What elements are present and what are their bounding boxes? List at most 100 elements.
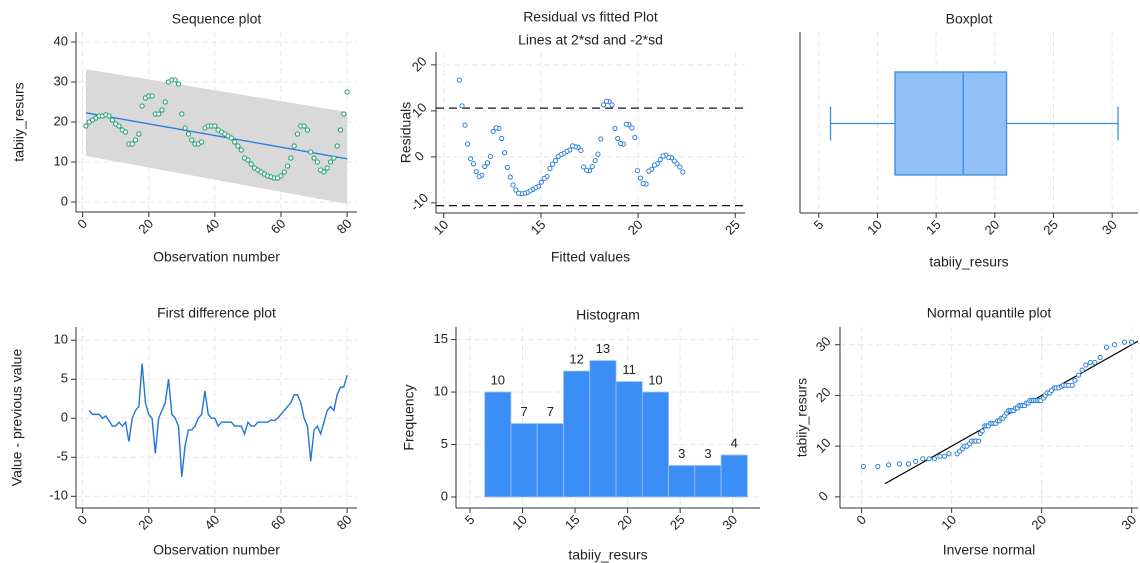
data-label: 13 (596, 341, 610, 356)
point (308, 149, 314, 155)
chart-subtitle: Lines at 2*sd and -2*sd (518, 32, 663, 48)
point (595, 151, 601, 157)
bar (563, 370, 591, 498)
y-tick-label: 0 (411, 148, 427, 164)
point (1079, 367, 1085, 373)
point (1097, 354, 1103, 361)
y-tick-label: 10 (54, 332, 68, 347)
data-label: 11 (622, 362, 636, 377)
y-tick-label: 0 (61, 410, 68, 425)
x-tick-label: 60 (268, 216, 289, 237)
point (552, 157, 559, 164)
x-tick-label: 10 (430, 217, 451, 238)
bar (536, 423, 564, 498)
x-tick-label: 5 (811, 217, 827, 233)
confidence-band (85, 69, 348, 204)
point (490, 128, 496, 135)
box (894, 71, 1008, 176)
x-tick-label: 25 (722, 217, 743, 238)
x-tick-label: 30 (1099, 217, 1120, 238)
y-tick-label: 15 (434, 331, 448, 346)
x-tick-label: 25 (667, 512, 688, 533)
point (1129, 339, 1135, 345)
y-tick-label: 10 (813, 435, 834, 456)
y-tick-label: -5 (56, 449, 68, 464)
x-tick-label: 5 (462, 512, 478, 528)
x-tick-label: 15 (923, 217, 944, 238)
y-tick-label: 0 (815, 488, 831, 504)
x-tick-label: 60 (268, 512, 289, 533)
y-tick-label: 0 (441, 488, 448, 503)
point (875, 463, 881, 470)
bar (641, 391, 669, 498)
x-tick-label: 40 (202, 216, 223, 237)
chart-title: Normal quantile plot (927, 305, 1052, 321)
point (484, 160, 491, 166)
point (337, 127, 344, 133)
point (618, 140, 624, 147)
point (1111, 342, 1118, 348)
series-line (88, 363, 348, 477)
data-label: 10 (491, 372, 505, 387)
point (311, 155, 317, 161)
point (584, 167, 590, 173)
y-axis-label: Value - previous value (9, 349, 25, 487)
point (920, 456, 926, 462)
y-tick-label: 40 (54, 33, 68, 48)
data-label: 3 (678, 446, 685, 461)
x-tick-label: 20 (135, 512, 156, 533)
y-axis-label: tabiiy_resurs (794, 378, 810, 457)
point (139, 103, 145, 109)
x-tick-label: 15 (562, 512, 583, 533)
point (182, 125, 188, 131)
chart-title: Histogram (576, 307, 640, 323)
point (976, 438, 982, 444)
chart-title: Sequence plot (172, 11, 262, 27)
point (482, 163, 488, 170)
point (476, 174, 482, 180)
x-tick-label: 80 (334, 216, 355, 237)
point (634, 168, 641, 174)
point (172, 77, 178, 83)
point (109, 117, 115, 123)
point (926, 456, 932, 462)
point (1103, 344, 1110, 350)
point (555, 153, 561, 160)
point (116, 123, 122, 129)
point (931, 456, 938, 462)
y-axis-label: tabiiy_resurs (11, 82, 27, 161)
point (860, 463, 867, 470)
x-tick-label: 0 (74, 512, 90, 528)
point (294, 131, 301, 137)
point (493, 125, 499, 131)
y-tick-label: 10 (54, 153, 68, 168)
point (886, 462, 892, 468)
point (341, 111, 347, 117)
point (344, 89, 350, 95)
point (609, 102, 615, 108)
point (581, 164, 587, 170)
x-tick-label: 30 (719, 512, 740, 533)
point (592, 157, 598, 164)
point (324, 165, 330, 171)
bar (615, 381, 643, 498)
point (979, 428, 985, 434)
point (913, 458, 919, 464)
point (473, 169, 479, 175)
point (185, 131, 191, 137)
chart-title: First difference plot (157, 305, 276, 321)
x-tick-label: 0 (74, 216, 90, 232)
point (314, 159, 320, 165)
point (327, 159, 334, 165)
chart-title: Boxplot (946, 11, 993, 27)
x-tick-label: 20 (614, 512, 635, 533)
x-tick-label: 30 (1118, 512, 1139, 533)
y-tick-label: -10 (49, 488, 68, 503)
point (550, 161, 556, 167)
x-axis-label: Observation number (153, 542, 280, 558)
bar (720, 454, 748, 498)
point (1121, 339, 1128, 345)
x-axis-label: Fitted values (551, 249, 630, 265)
point (671, 158, 677, 164)
point (162, 99, 168, 105)
